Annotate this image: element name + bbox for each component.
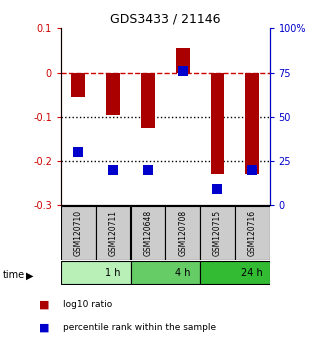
Text: time: time	[3, 270, 25, 280]
Bar	[141, 73, 155, 128]
Bar	[200, 261, 270, 285]
Text: GSM120648: GSM120648	[143, 210, 152, 256]
Text: GSM120716: GSM120716	[248, 210, 257, 256]
Text: 1 h: 1 h	[105, 268, 121, 278]
Bar	[61, 206, 96, 259]
Bar	[165, 206, 200, 259]
Bar	[200, 206, 235, 259]
Point	[215, 187, 220, 192]
Bar	[131, 261, 200, 285]
Bar	[211, 73, 224, 175]
Text: GSM120710: GSM120710	[74, 210, 83, 256]
Text: GSM120711: GSM120711	[108, 210, 118, 256]
Bar	[96, 206, 130, 259]
Text: ■: ■	[39, 299, 49, 309]
Point	[180, 68, 185, 74]
Text: 24 h: 24 h	[241, 268, 263, 278]
Bar	[176, 48, 190, 73]
Text: log10 ratio: log10 ratio	[63, 300, 112, 309]
Point	[145, 167, 151, 173]
Bar	[235, 206, 270, 259]
Text: ▶: ▶	[26, 270, 34, 280]
Text: GSM120708: GSM120708	[178, 210, 187, 256]
Bar	[61, 261, 131, 285]
Text: ■: ■	[39, 322, 49, 332]
Text: percentile rank within the sample: percentile rank within the sample	[63, 323, 216, 332]
Bar	[131, 206, 165, 259]
Text: 4 h: 4 h	[175, 268, 190, 278]
Title: GDS3433 / 21146: GDS3433 / 21146	[110, 13, 221, 26]
Point	[110, 167, 116, 173]
Bar	[106, 73, 120, 115]
Bar	[71, 73, 85, 97]
Bar	[245, 73, 259, 175]
Point	[76, 149, 81, 155]
Text: GSM120715: GSM120715	[213, 210, 222, 256]
Point	[250, 167, 255, 173]
